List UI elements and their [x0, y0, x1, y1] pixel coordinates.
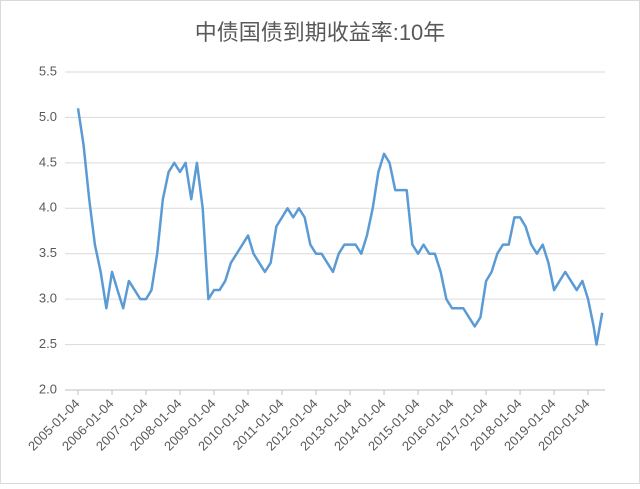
y-tick-label: 2.5: [39, 336, 57, 351]
chart-title: 中债国债到期收益率:10年: [195, 20, 446, 45]
y-tick-label: 4.5: [39, 154, 57, 169]
y-tick-label: 5.0: [39, 109, 57, 124]
y-tick-label: 3.5: [39, 245, 57, 260]
y-tick-label: 5.5: [39, 63, 57, 78]
y-tick-label: 3.0: [39, 291, 57, 306]
line-series: [76, 108, 604, 346]
y-tick-label: 2.0: [39, 381, 57, 396]
y-tick-label: 4.0: [39, 200, 57, 215]
